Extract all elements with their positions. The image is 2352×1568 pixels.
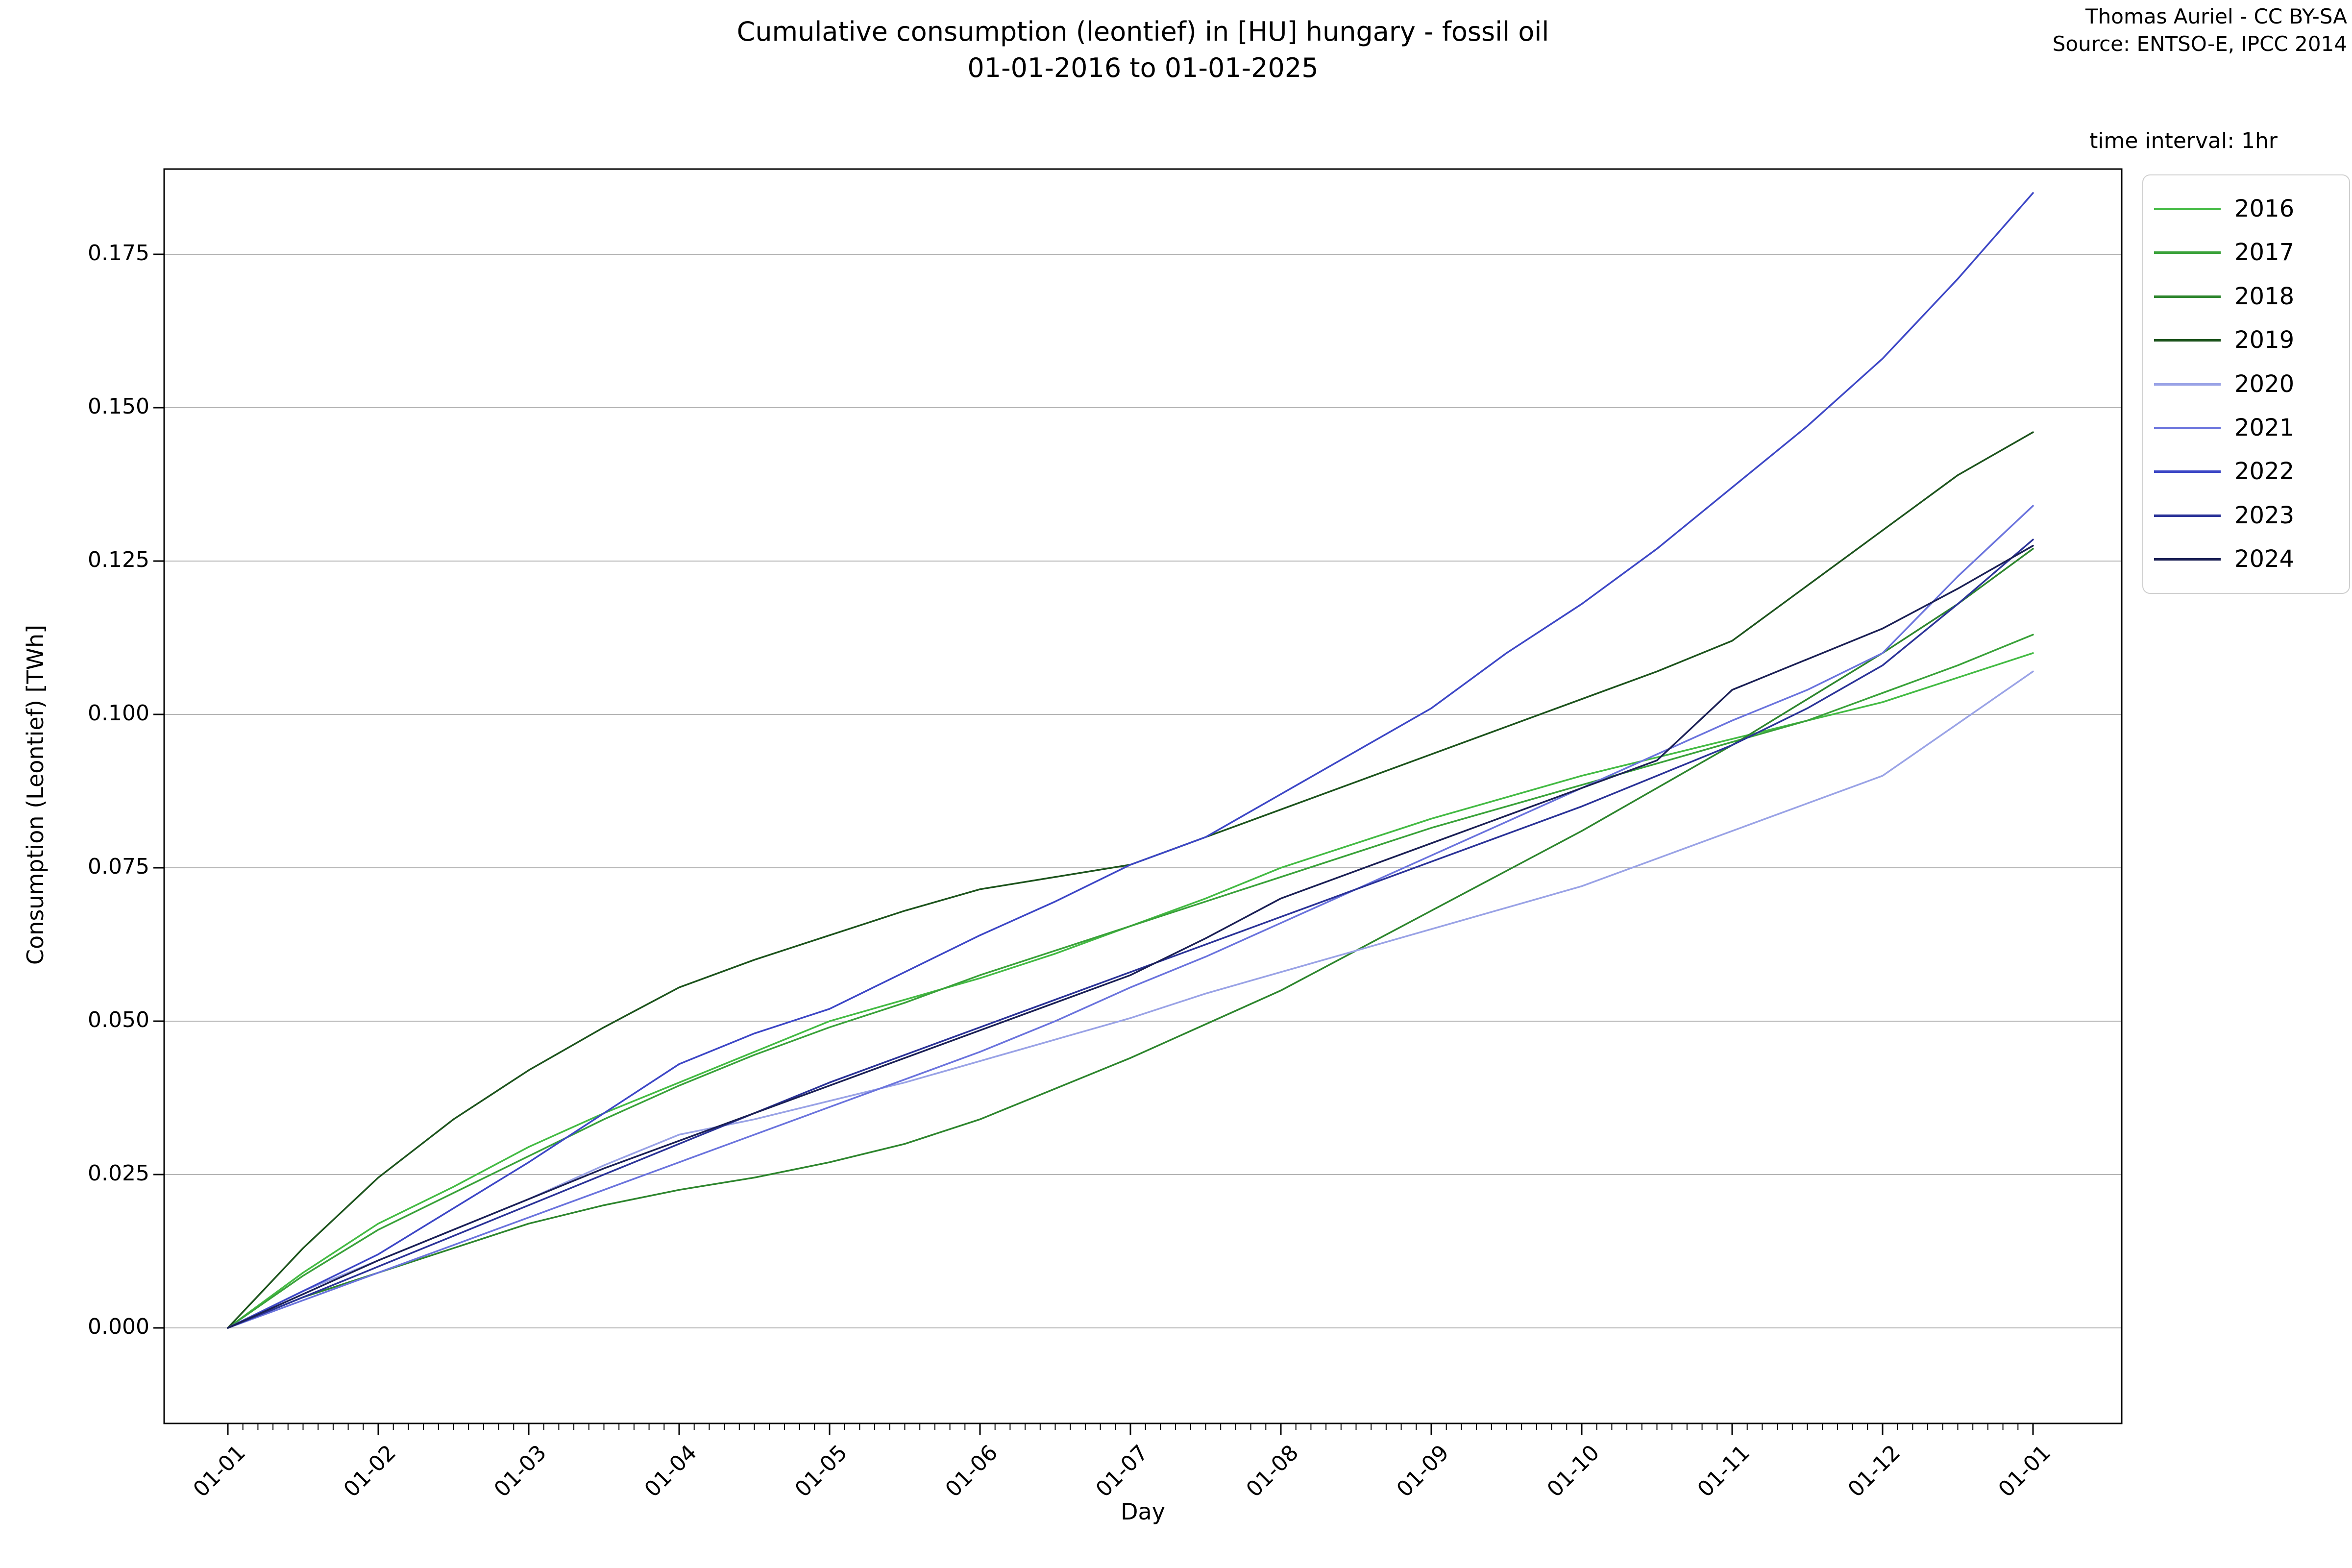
legend-label: 2017: [2234, 239, 2295, 267]
series-line-2019: [227, 431, 2034, 1329]
legend-swatch: [2154, 558, 2221, 561]
legend-label: 2018: [2234, 282, 2295, 310]
legend-item-2017: 2017: [2143, 238, 2349, 267]
y-tick-label: 0.025: [88, 1161, 149, 1186]
y-tick-label: 0.000: [88, 1314, 149, 1339]
legend-swatch: [2154, 427, 2221, 429]
legend-swatch: [2154, 383, 2221, 386]
legend-swatch: [2154, 208, 2221, 210]
legend-swatch: [2154, 514, 2221, 517]
series-line-2017: [227, 634, 2034, 1329]
series-line-2021: [227, 505, 2034, 1329]
legend-item-2020: 2020: [2143, 369, 2349, 399]
y-tick-label: 0.125: [88, 547, 149, 572]
legend-label: 2016: [2234, 195, 2295, 222]
legend-item-2018: 2018: [2143, 282, 2349, 311]
y-tick-label: 0.175: [88, 241, 149, 266]
legend-label: 2022: [2234, 458, 2295, 486]
series-line-2022: [227, 192, 2034, 1329]
legend-box: 2016 2017 2018 2019 2020 2021 2022 2023 2024: [2142, 174, 2350, 594]
attribution: Thomas Auriel - CC BY-SA Source: ENTSO-E…: [2053, 3, 2347, 58]
y-tick-label: 0.100: [88, 701, 149, 726]
y-tick-label: 0.050: [88, 1007, 149, 1032]
series-line-2024: [227, 544, 2034, 1329]
chart-title-line2: 01-01-2016 to 01-01-2025: [967, 52, 1319, 83]
chart-title: Cumulative consumption (leontief) in [HU…: [164, 14, 2122, 86]
series-line-2020: [227, 670, 2034, 1329]
chart-title-line1: Cumulative consumption (leontief) in [HU…: [736, 16, 1549, 47]
legend-label: 2020: [2234, 370, 2295, 398]
legend-label: 2019: [2234, 326, 2295, 354]
attribution-author: Thomas Auriel - CC BY-SA: [2085, 4, 2347, 28]
legend-label: 2023: [2234, 501, 2295, 529]
legend-swatch: [2154, 470, 2221, 473]
series-line-2023: [227, 539, 2034, 1329]
attribution-source: Source: ENTSO-E, IPCC 2014: [2052, 32, 2347, 56]
time-interval-note: time interval: 1hr: [2089, 128, 2278, 153]
legend-item-2019: 2019: [2143, 325, 2349, 355]
legend-swatch: [2154, 295, 2221, 298]
legend-label: 2024: [2234, 545, 2295, 573]
legend-item-2022: 2022: [2143, 457, 2349, 486]
legend-item-2021: 2021: [2143, 413, 2349, 442]
axes-frame: [163, 168, 2123, 1424]
y-tick-label: 0.150: [88, 394, 149, 419]
x-axis-label: Day: [1121, 1498, 1165, 1525]
y-tick-label: 0.075: [88, 854, 149, 879]
legend-label: 2021: [2234, 414, 2295, 441]
legend-swatch: [2154, 339, 2221, 342]
legend-item-2023: 2023: [2143, 501, 2349, 530]
legend-item-2024: 2024: [2143, 544, 2349, 574]
legend-swatch: [2154, 251, 2221, 254]
legend-item-2016: 2016: [2143, 194, 2349, 223]
series-line-2016: [227, 652, 2034, 1329]
